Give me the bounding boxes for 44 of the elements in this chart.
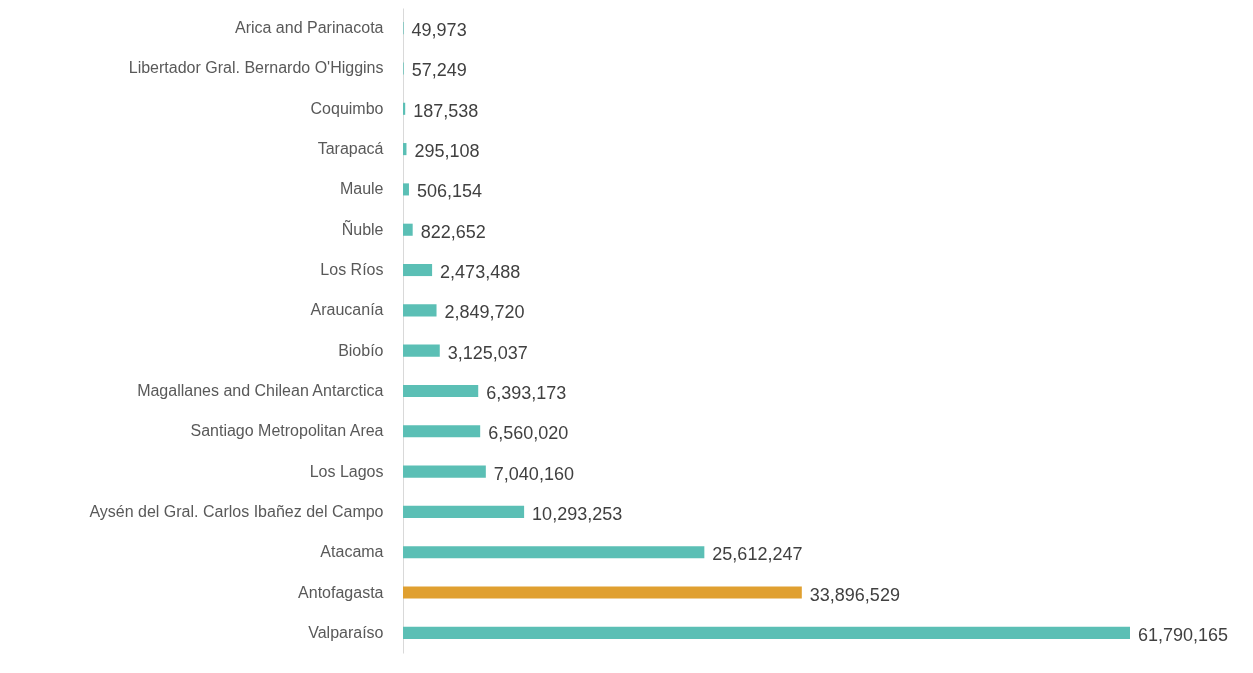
bar [403,304,437,317]
y-tick-label: Valparaíso [308,623,384,641]
bar [403,344,440,357]
bar [403,223,413,236]
bar [403,263,433,277]
data-label: 7,040,160 [493,463,574,484]
data-label: 3,125,037 [447,342,528,363]
y-tick-label: Santiago Metropolitan Area [190,422,384,440]
bar [403,384,479,398]
data-label: 187,538 [413,100,479,121]
y-tick-label: Ñuble [341,218,384,238]
data-label: 295,108 [414,141,480,162]
data-label: 61,790,165 [1138,624,1229,645]
y-tick-label: Aysén del Gral. Carlos Ibañez del Campo [89,502,384,520]
data-label: 10,293,253 [532,503,623,524]
bar [403,626,1130,639]
bar [403,586,802,599]
y-tick-label: Tarapacá [317,140,384,158]
y-tick-label: Los Ríos [320,261,384,279]
data-label: 57,249 [411,60,467,81]
y-tick-label: Magallanes and Chilean Antarctica [137,381,384,399]
y-tick-label: Arica and Parinacota [234,19,384,37]
y-tick-label: Araucanía [310,301,384,319]
data-label: 25,612,247 [712,544,803,565]
y-tick-label: Antofagasta [298,583,384,601]
y-tick-label: Biobío [338,341,384,359]
data-label: 2,473,488 [440,262,521,283]
data-label: 822,652 [420,221,486,242]
data-label: 6,560,020 [488,423,569,444]
y-tick-label: Libertador Gral. Bernardo O'Higgins [128,59,384,77]
y-tick-label: Atacama [320,543,384,561]
bar [403,183,409,196]
y-tick-label: Coquimbo [310,99,384,117]
data-label: 33,896,529 [809,584,900,605]
y-tick-label: Los Lagos [309,462,384,480]
bar [403,546,705,559]
bar [403,465,486,478]
data-label: 506,154 [416,181,483,202]
y-tick-label: Maule [339,180,384,198]
data-label: 6,393,173 [486,382,567,403]
data-label: 2,849,720 [444,302,525,323]
bar [403,505,525,518]
data-label: 49,973 [411,20,467,41]
bar [403,425,481,438]
